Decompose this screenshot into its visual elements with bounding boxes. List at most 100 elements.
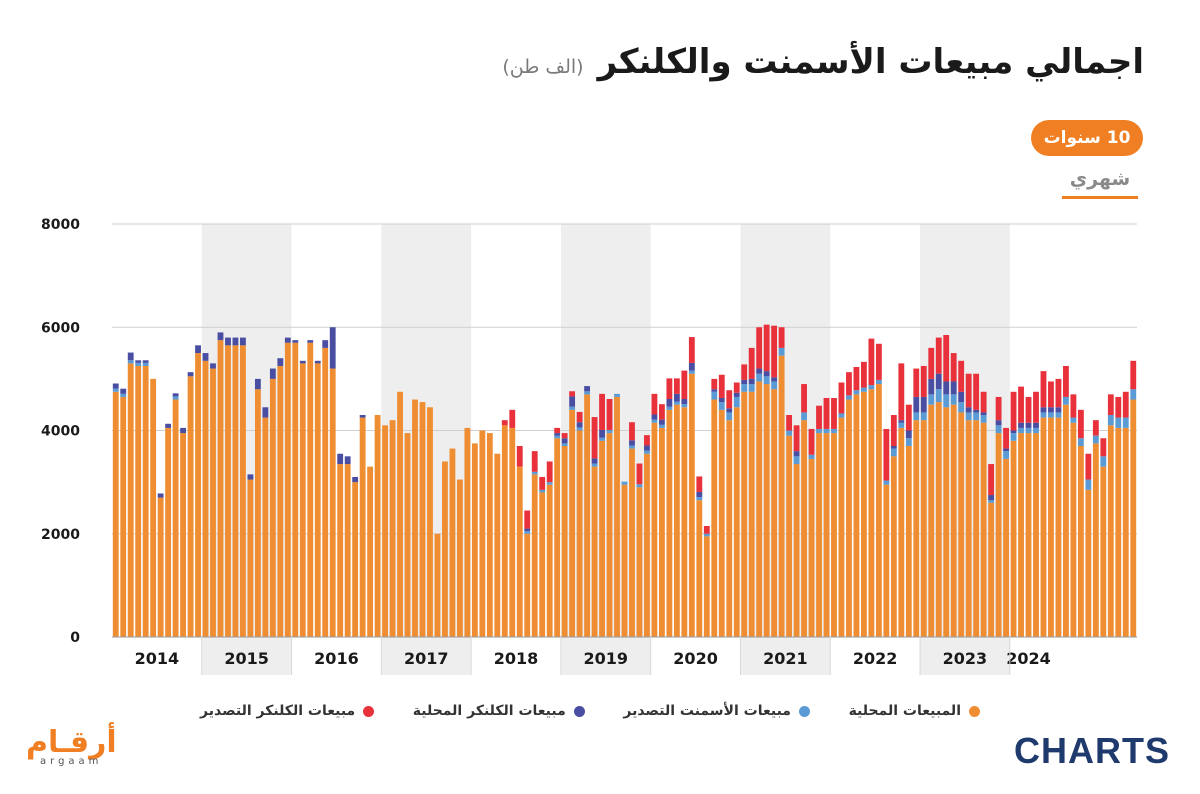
bar-segment-s0 xyxy=(741,391,748,637)
bar-segment-s0 xyxy=(427,407,433,637)
bar-segment-s0 xyxy=(928,404,935,637)
bar-segment-s2 xyxy=(973,409,980,413)
bar-segment-s2 xyxy=(277,358,284,366)
bar-segment-s3 xyxy=(801,384,807,413)
bar-segment-s2 xyxy=(673,393,680,402)
x-tick-label: 2014 xyxy=(135,649,180,668)
legend-dot-clinker-export xyxy=(363,705,375,717)
bar-segment-s2 xyxy=(995,420,1002,426)
bar-segment-s3 xyxy=(771,325,778,378)
chart-header: اجمالي مبيعات الأسمنت والكلنكر (الف طن) xyxy=(502,42,1144,82)
bar-segment-s0 xyxy=(823,433,830,637)
legend-item-domestic[interactable]: المبيعات المحلية xyxy=(849,700,980,722)
bar-segment-s0 xyxy=(1100,466,1107,637)
bar-segment-s2 xyxy=(292,340,299,343)
bar-segment-s1 xyxy=(599,437,605,441)
bar-segment-s1 xyxy=(666,406,673,410)
bar-segment-s2 xyxy=(1018,422,1024,428)
bar-segment-s1 xyxy=(943,394,950,408)
bar-segment-s2 xyxy=(629,440,635,446)
bar-segment-s1 xyxy=(973,412,980,421)
bar-segment-s1 xyxy=(606,429,613,434)
bar-segment-s0 xyxy=(606,433,613,637)
bar-segment-s3 xyxy=(846,372,852,396)
bar-segment-s3 xyxy=(696,476,703,492)
bar-segment-s0 xyxy=(1018,433,1024,637)
bar-segment-s3 xyxy=(1048,381,1054,408)
x-tick-label: 2021 xyxy=(763,649,808,668)
bar-segment-s2 xyxy=(898,420,905,423)
bar-segment-s2 xyxy=(195,345,201,354)
bar-segment-s3 xyxy=(1033,391,1039,423)
bar-segment-s2 xyxy=(299,360,306,364)
bar-segment-s2 xyxy=(688,362,695,371)
bar-segment-s3 xyxy=(778,327,785,348)
bar-segment-s3 xyxy=(823,397,830,429)
bar-segment-s3 xyxy=(816,405,822,429)
tab-monthly[interactable]: شهري xyxy=(1062,168,1138,199)
bar-segment-s2 xyxy=(576,422,583,428)
bar-segment-s0 xyxy=(187,376,194,637)
bar-segment-s1 xyxy=(853,390,860,395)
bar-segment-s2 xyxy=(913,396,920,413)
page-title: اجمالي مبيعات الأسمنت والكلنكر xyxy=(597,42,1144,82)
bar-segment-s2 xyxy=(217,332,224,341)
bar-segment-s2 xyxy=(756,368,763,374)
bar-segment-s3 xyxy=(658,404,665,420)
bar-segment-s1 xyxy=(1085,479,1092,490)
bar-segment-s3 xyxy=(539,476,546,490)
bar-segment-s1 xyxy=(995,425,1002,434)
bar-segment-s0 xyxy=(180,433,186,637)
bar-segment-s1 xyxy=(591,463,598,467)
range-10-years-button[interactable]: 10 سنوات xyxy=(1031,120,1143,156)
bar-segment-s2 xyxy=(1003,448,1009,452)
bar-segment-s2 xyxy=(793,451,800,457)
bar-segment-s2 xyxy=(584,386,591,392)
bar-segment-s2 xyxy=(142,360,149,363)
bar-segment-s0 xyxy=(801,420,807,637)
bar-segment-s1 xyxy=(965,412,972,421)
bar-segment-s3 xyxy=(943,334,950,382)
bar-segment-s2 xyxy=(112,383,119,389)
bar-segment-s1 xyxy=(142,362,149,366)
bar-segment-s3 xyxy=(636,463,643,485)
bar-segment-s0 xyxy=(763,384,770,637)
legend-label-cement-export: مبيعات الأسمنت التصدير xyxy=(623,703,791,719)
bar-segment-s0 xyxy=(471,443,478,637)
legend-item-cement-export[interactable]: مبيعات الأسمنت التصدير xyxy=(623,700,810,722)
legend-item-clinker-domestic[interactable]: مبيعات الكلنكر المحلية xyxy=(413,700,585,722)
y-tick-label: 6000 xyxy=(41,320,80,336)
bar-segment-s2 xyxy=(890,445,897,449)
bar-segment-s1 xyxy=(703,533,710,537)
bar-segment-s1 xyxy=(1040,412,1047,418)
bar-segment-s0 xyxy=(778,355,785,637)
bar-segment-s0 xyxy=(629,448,635,637)
bar-segment-s1 xyxy=(958,402,965,413)
bar-segment-s1 xyxy=(576,427,583,431)
bar-segment-s0 xyxy=(718,409,725,637)
bar-segment-s2 xyxy=(965,407,972,413)
bar-segment-s2 xyxy=(733,392,740,397)
bar-segment-s3 xyxy=(1040,371,1047,408)
bar-segment-s1 xyxy=(763,376,770,385)
bar-segment-s0 xyxy=(1122,427,1129,637)
legend-item-clinker-export[interactable]: مبيعات الكلنكر التصدير xyxy=(200,700,375,722)
bar-segment-s3 xyxy=(905,404,912,431)
bar-segment-s0 xyxy=(658,427,665,637)
bar-segment-s1 xyxy=(1130,389,1137,400)
bar-segment-s0 xyxy=(651,422,658,637)
bar-segment-s1 xyxy=(748,384,755,392)
y-tick-label: 4000 xyxy=(41,424,80,440)
bar-segment-s1 xyxy=(778,347,785,356)
bar-segment-s3 xyxy=(591,417,598,459)
bar-segment-s0 xyxy=(771,389,778,637)
bar-segment-s0 xyxy=(913,420,920,637)
bar-segment-s0 xyxy=(733,407,740,637)
bar-segment-s0 xyxy=(382,425,389,637)
bar-segment-s2 xyxy=(240,337,246,346)
bar-segment-s0 xyxy=(1092,443,1099,637)
x-tick-label: 2015 xyxy=(224,649,269,668)
bar-segment-s3 xyxy=(913,368,920,397)
bar-segment-s2 xyxy=(644,445,650,451)
bar-segment-s3 xyxy=(599,393,605,430)
